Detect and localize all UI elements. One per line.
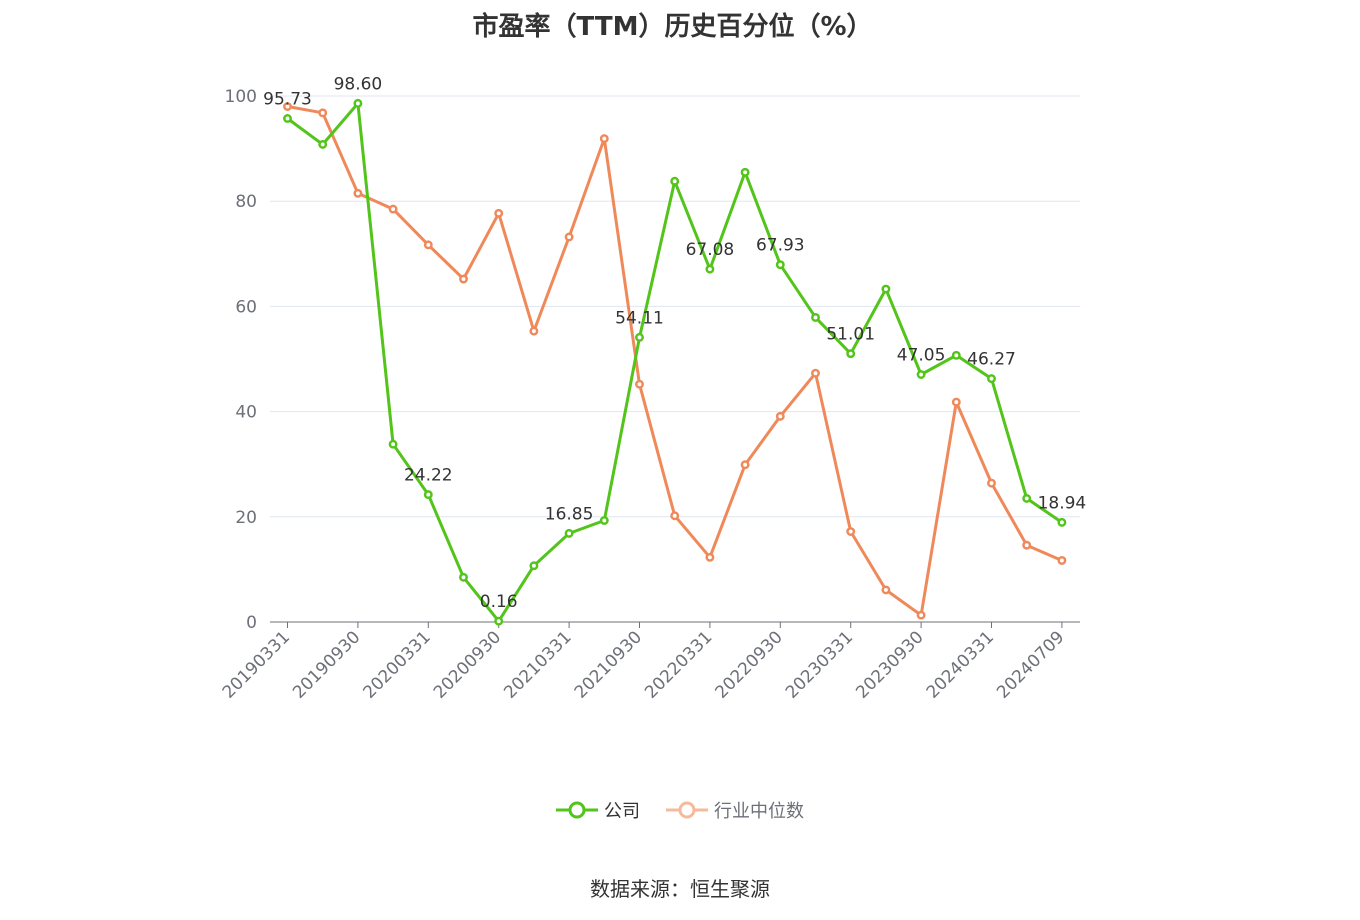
x-tick-label: 20240709 bbox=[993, 627, 1068, 702]
grid-lines bbox=[270, 95, 1080, 518]
data-point-industry bbox=[564, 232, 574, 242]
y-tick-label: 80 bbox=[235, 192, 257, 212]
data-point-company bbox=[564, 528, 574, 538]
data-label: 67.93 bbox=[756, 236, 805, 256]
x-tick-label: 20240331 bbox=[923, 627, 998, 702]
data-point-industry bbox=[811, 368, 820, 378]
axes: 0 20 40 60 80 100 2019033120190930202003312020… bbox=[219, 87, 1080, 703]
data-point-company bbox=[951, 350, 961, 360]
data-point-company bbox=[494, 616, 504, 626]
data-point-company bbox=[529, 561, 539, 571]
data-label: 47.05 bbox=[897, 346, 946, 366]
data-point-industry bbox=[353, 188, 363, 198]
data-point-industry bbox=[951, 397, 961, 407]
y-tick-label: 40 bbox=[235, 403, 257, 423]
data-point-industry bbox=[423, 240, 433, 250]
data-point-industry bbox=[494, 208, 504, 218]
data-point-company bbox=[283, 114, 292, 123]
data-point-industry bbox=[1057, 556, 1067, 565]
data-point-industry bbox=[318, 108, 328, 118]
data-point-company bbox=[423, 490, 433, 500]
data-point-industry bbox=[599, 134, 609, 144]
x-tick-label: 20230930 bbox=[852, 627, 927, 702]
data-point-industry bbox=[775, 411, 785, 421]
x-tick-label: 20200930 bbox=[430, 627, 505, 702]
data-label: 54.11 bbox=[615, 308, 664, 328]
data-point-company bbox=[459, 572, 468, 582]
data-point-industry bbox=[1022, 540, 1032, 550]
x-tick-label: 20210331 bbox=[500, 627, 575, 702]
data-point-company bbox=[635, 332, 644, 342]
data-point-industry bbox=[740, 460, 750, 470]
data-label: 67.08 bbox=[686, 240, 735, 260]
legend: 公司 行业中位数 bbox=[0, 797, 1360, 823]
chart-title: 市盈率（TTM）历史百分位（%） bbox=[472, 12, 873, 42]
data-point-company bbox=[740, 167, 750, 177]
data-point-company bbox=[705, 264, 715, 274]
x-tick-label: 20200331 bbox=[360, 627, 435, 702]
x-tick-label: 20210930 bbox=[571, 627, 646, 702]
data-point-industry bbox=[529, 326, 539, 336]
data-point-industry bbox=[916, 610, 926, 620]
data-point-company bbox=[916, 370, 926, 379]
data-point-industry bbox=[705, 552, 715, 562]
data-label: 0.16 bbox=[480, 592, 518, 612]
data-label: 95.73 bbox=[263, 89, 312, 109]
data-point-company bbox=[775, 260, 785, 270]
data-label: 51.01 bbox=[826, 325, 875, 345]
data-point-industry bbox=[459, 274, 468, 284]
data-source: 数据来源：恒生聚源 bbox=[590, 877, 770, 901]
legend-line-circle-icon bbox=[556, 801, 598, 819]
data-point-company bbox=[987, 374, 996, 384]
x-tick-label: 20190331 bbox=[219, 627, 294, 702]
data-label: 98.60 bbox=[334, 74, 383, 94]
legend-item-industry[interactable]: 行业中位数 bbox=[666, 797, 804, 823]
x-tick-label: 20190930 bbox=[289, 627, 364, 702]
x-tick-label: 20230331 bbox=[782, 627, 857, 702]
y-tick-label: 20 bbox=[235, 508, 257, 528]
data-point-company bbox=[388, 439, 398, 449]
data-point-company bbox=[846, 349, 856, 359]
data-point-company bbox=[881, 284, 891, 294]
data-point-company bbox=[353, 98, 363, 108]
y-tick-label: 0 bbox=[246, 613, 257, 633]
data-point-company bbox=[318, 139, 328, 149]
legend-label-industry: 行业中位数 bbox=[714, 801, 804, 822]
x-tick-label: 20220331 bbox=[641, 627, 716, 702]
data-point-company bbox=[1022, 493, 1032, 503]
legend-line-circle-icon bbox=[666, 801, 708, 819]
data-point-industry bbox=[846, 527, 856, 536]
data-point-industry bbox=[881, 585, 891, 595]
data-label: 46.27 bbox=[967, 350, 1016, 370]
data-label: 24.22 bbox=[404, 466, 453, 486]
data-point-industry bbox=[283, 102, 292, 111]
data-point-company bbox=[599, 516, 609, 525]
data-point-industry bbox=[635, 379, 644, 389]
legend-label-company: 公司 bbox=[604, 801, 640, 822]
data-point-company bbox=[1057, 517, 1067, 527]
legend-item-company[interactable]: 公司 bbox=[556, 797, 640, 823]
series-lines bbox=[283, 98, 1067, 626]
data-point-company bbox=[670, 176, 680, 186]
data-point-industry bbox=[670, 511, 680, 521]
data-label: 18.94 bbox=[1038, 493, 1087, 513]
x-tick-label: 20220930 bbox=[712, 627, 787, 702]
y-tick-label: 60 bbox=[235, 297, 257, 317]
y-tick-label: 100 bbox=[225, 87, 257, 107]
data-point-company bbox=[811, 312, 820, 322]
data-labels: 95.73 98.60 24.22 0.16 16.85 54.11 67.08 67.93 5… bbox=[263, 74, 1086, 612]
data-point-industry bbox=[987, 478, 996, 488]
data-label: 16.85 bbox=[545, 504, 594, 524]
data-point-industry bbox=[388, 204, 398, 214]
